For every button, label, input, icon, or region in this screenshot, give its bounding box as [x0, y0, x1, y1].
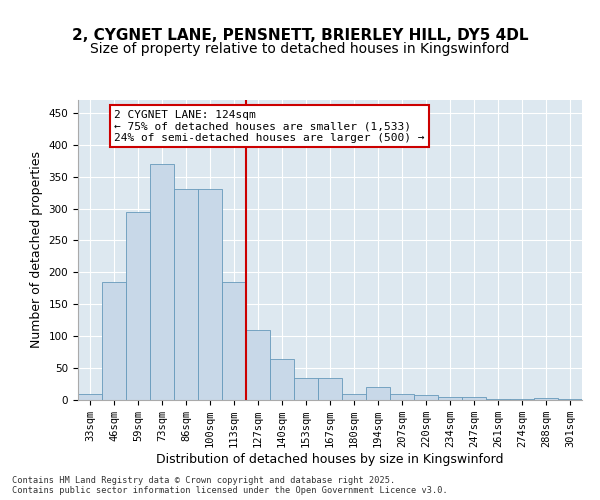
Bar	[246, 330, 270, 400]
Text: 2, CYGNET LANE, PENSNETT, BRIERLEY HILL, DY5 4DL: 2, CYGNET LANE, PENSNETT, BRIERLEY HILL,…	[72, 28, 528, 42]
Bar	[174, 190, 198, 400]
Bar	[222, 282, 246, 400]
Bar	[78, 394, 102, 400]
Bar	[366, 387, 390, 400]
Bar	[414, 395, 438, 400]
Bar	[126, 212, 150, 400]
Bar	[390, 394, 414, 400]
Bar	[270, 358, 294, 400]
Y-axis label: Number of detached properties: Number of detached properties	[30, 152, 43, 348]
Bar	[438, 397, 462, 400]
Text: 2 CYGNET LANE: 124sqm
← 75% of detached houses are smaller (1,533)
24% of semi-d: 2 CYGNET LANE: 124sqm ← 75% of detached …	[114, 110, 425, 143]
Bar	[462, 397, 486, 400]
X-axis label: Distribution of detached houses by size in Kingswinford: Distribution of detached houses by size …	[156, 453, 504, 466]
Bar	[534, 398, 558, 400]
Text: Size of property relative to detached houses in Kingswinford: Size of property relative to detached ho…	[90, 42, 510, 56]
Bar	[294, 378, 318, 400]
Bar	[150, 164, 174, 400]
Bar	[102, 282, 126, 400]
Bar	[198, 190, 222, 400]
Bar	[342, 394, 366, 400]
Bar	[318, 378, 342, 400]
Text: Contains HM Land Registry data © Crown copyright and database right 2025.
Contai: Contains HM Land Registry data © Crown c…	[12, 476, 448, 495]
